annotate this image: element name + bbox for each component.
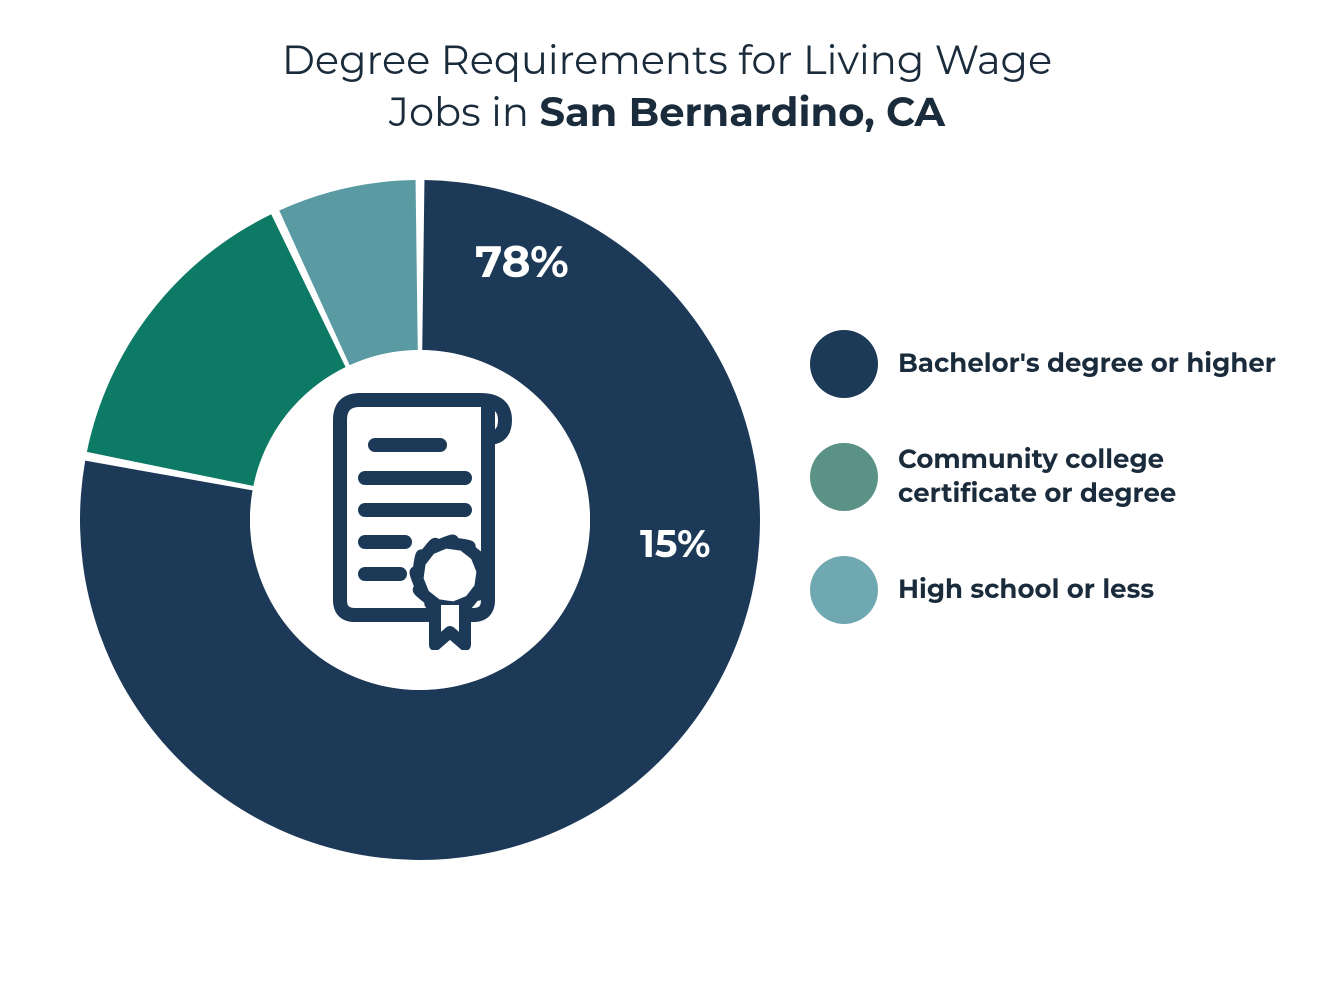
chart-legend: Bachelor's degree or higher Community col…	[810, 330, 1278, 624]
title-line2: Jobs in San Bernardino, CA	[0, 87, 1334, 139]
title-line1: Degree Requirements for Living Wage	[0, 35, 1334, 87]
slice-label-0: 78%	[475, 235, 569, 289]
legend-item-0: Bachelor's degree or higher	[810, 330, 1278, 398]
title-location: San Bernardino, CA	[539, 88, 945, 137]
legend-label-1: Community college certificate or degree	[898, 443, 1278, 511]
donut-chart-container: 78% 15% 7%	[80, 180, 760, 860]
certificate-icon	[310, 390, 530, 650]
title-line2-prefix: Jobs in	[389, 88, 540, 137]
legend-item-2: High school or less	[810, 556, 1278, 624]
legend-swatch-0	[810, 330, 878, 398]
legend-swatch-2	[810, 556, 878, 624]
chart-center	[250, 350, 590, 690]
slice-label-1: 15%	[640, 520, 710, 567]
chart-title: Degree Requirements for Living Wage Jobs…	[0, 35, 1334, 139]
legend-label-0: Bachelor's degree or higher	[898, 347, 1276, 381]
legend-label-2: High school or less	[898, 573, 1154, 607]
legend-swatch-1	[810, 443, 878, 511]
legend-item-1: Community college certificate or degree	[810, 443, 1278, 511]
slice-label-2: 7%	[570, 690, 624, 734]
donut-chart: 78% 15% 7%	[80, 180, 760, 860]
